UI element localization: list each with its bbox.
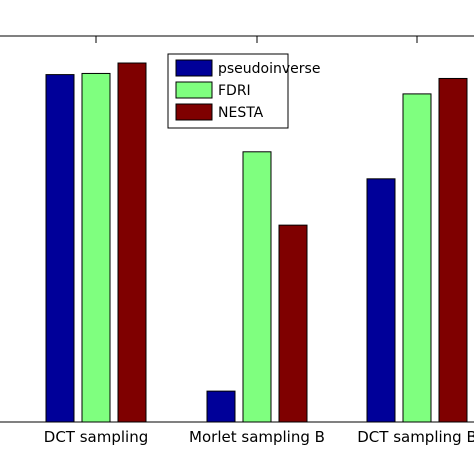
bar-series (45, 62, 468, 423)
bar-fdri-2 (242, 151, 272, 423)
legend-label-pseudoinverse: pseudoinverse (218, 61, 320, 77)
bar-fdri-1 (81, 72, 111, 423)
x-tick-labels: DCT sampling Morlet sampling B DCT samplin… (44, 428, 474, 446)
legend-swatch-nesta (175, 103, 213, 121)
bar-fdri-3 (402, 93, 432, 423)
bar-nesta-1 (117, 62, 147, 423)
bar-pseudoinverse-3 (366, 178, 396, 423)
bar-pseudoinverse-1 (45, 74, 75, 423)
legend-label-nesta: NESTA (218, 105, 264, 121)
legend-swatch-fdri (175, 81, 213, 99)
x-tick-label: Morlet sampling B (189, 428, 325, 446)
legend-label-fdri: FDRI (218, 83, 251, 99)
legend-swatch-pseudoinverse (175, 59, 213, 77)
x-tick-label: DCT sampling B (357, 428, 474, 446)
bar-pseudoinverse-2 (206, 390, 236, 423)
bar-nesta-2 (278, 224, 308, 423)
x-tick-label: DCT sampling (44, 428, 148, 446)
bar-nesta-3 (438, 77, 468, 423)
legend: pseudoinverse FDRI NESTA (167, 53, 320, 129)
